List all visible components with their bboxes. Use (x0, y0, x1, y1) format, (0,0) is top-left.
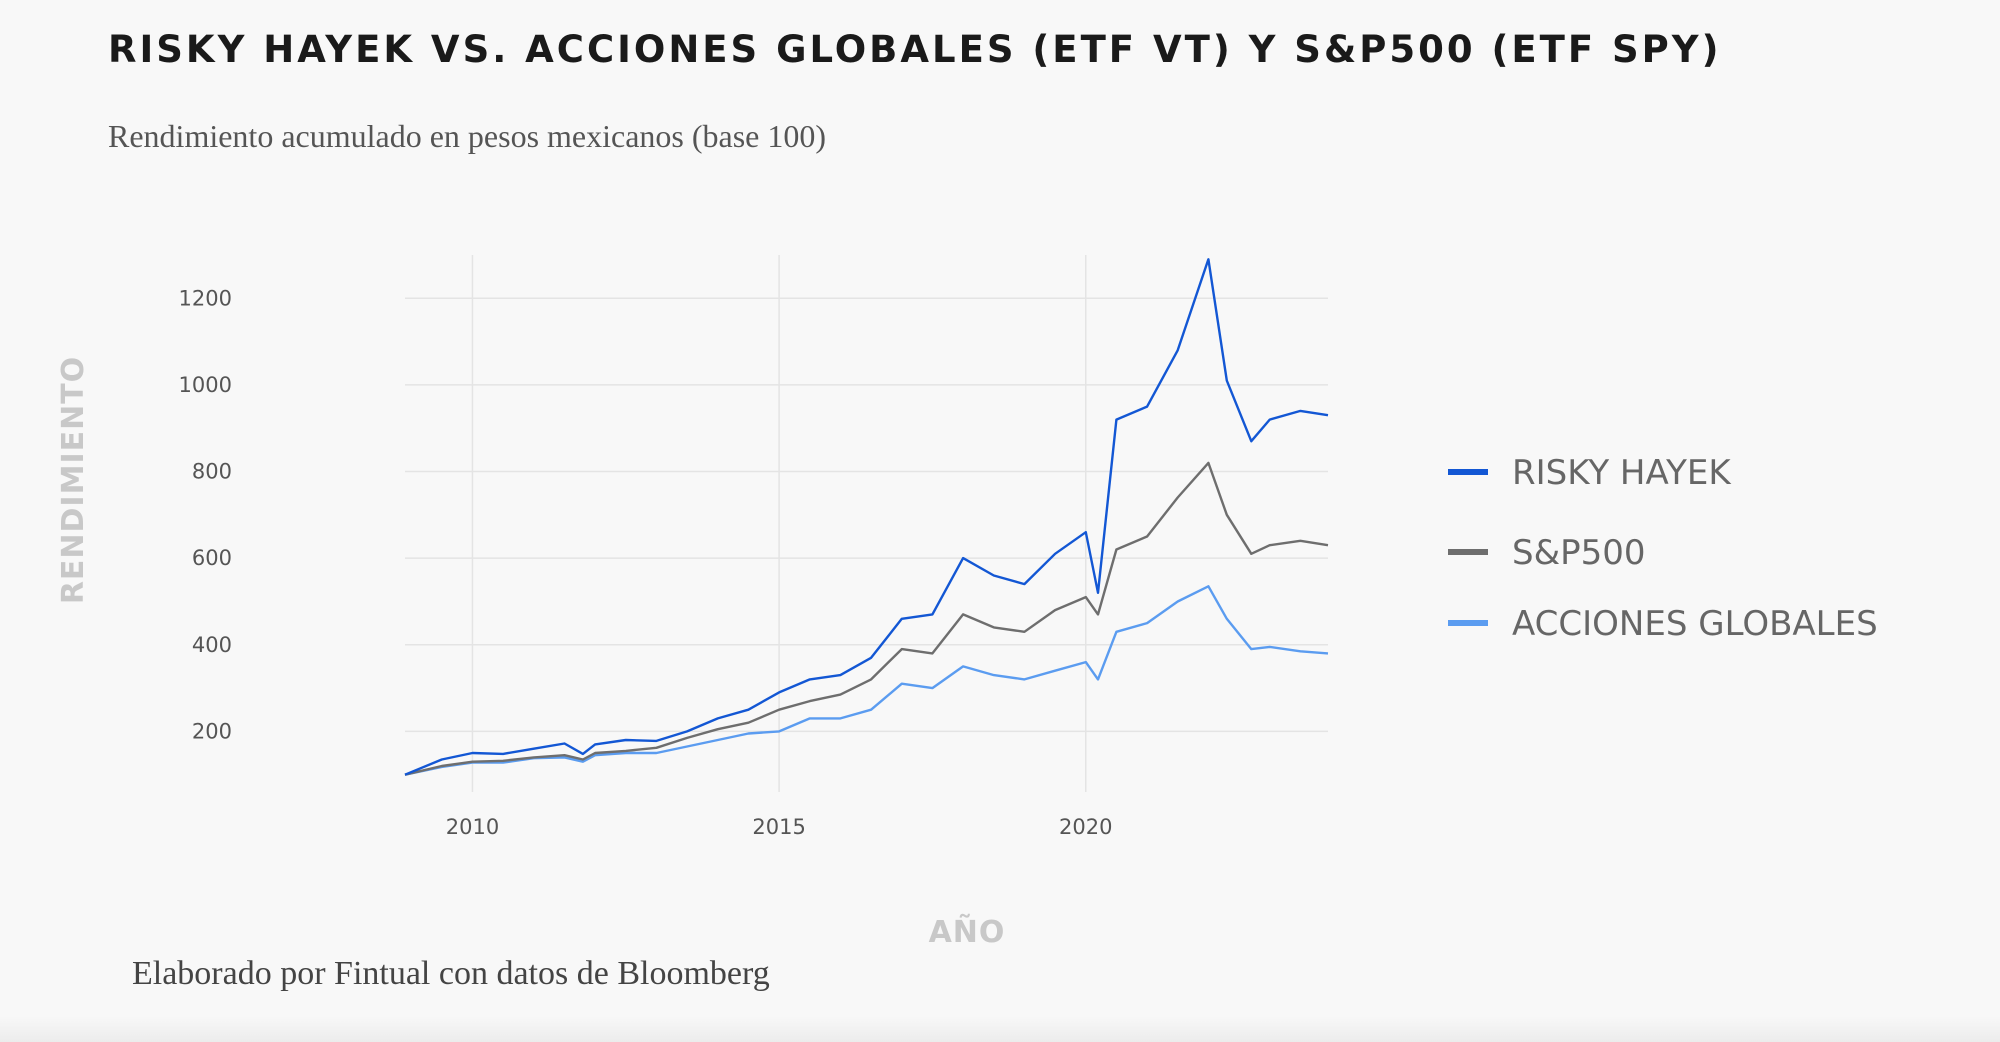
source-note: Elaborado por Fintual con datos de Bloom… (132, 955, 770, 992)
y-tick-label: 1200 (179, 286, 232, 310)
chart-series (404, 258, 1329, 776)
legend-label: ACCIONES GLOBALES (1512, 604, 1878, 644)
y-tick-label: 400 (192, 633, 232, 657)
series-line-acciones-globales (404, 585, 1329, 776)
y-tick-label: 200 (192, 719, 232, 743)
y-tick-label: 600 (192, 546, 232, 570)
chart-legend: RISKY HAYEK S&P500 ACCIONES GLOBALES (1448, 453, 1878, 644)
chart-ticks: 2010 2015 2020 200 400 600 800 1000 1200 (179, 286, 1113, 839)
x-tick-label: 2010 (446, 815, 499, 839)
x-tick-label: 2020 (1059, 815, 1112, 839)
chart-title: RISKY HAYEK VS. ACCIONES GLOBALES (ETF V… (108, 28, 1722, 71)
y-axis-label: RENDIMIENTO (56, 356, 91, 604)
y-tick-label: 800 (192, 460, 232, 484)
x-axis-label: AÑO (929, 913, 1006, 950)
legend-label: RISKY HAYEK (1512, 453, 1732, 493)
chart-grid (405, 255, 1328, 792)
legend-label: S&P500 (1512, 533, 1646, 573)
series-line-s-p500 (404, 461, 1329, 776)
series-line-risky-hayek (404, 258, 1329, 776)
x-tick-label: 2015 (752, 815, 805, 839)
bottom-shade (0, 1016, 2000, 1042)
chart-subtitle: Rendimiento acumulado en pesos mexicanos… (108, 118, 827, 154)
y-tick-label: 1000 (179, 373, 232, 397)
